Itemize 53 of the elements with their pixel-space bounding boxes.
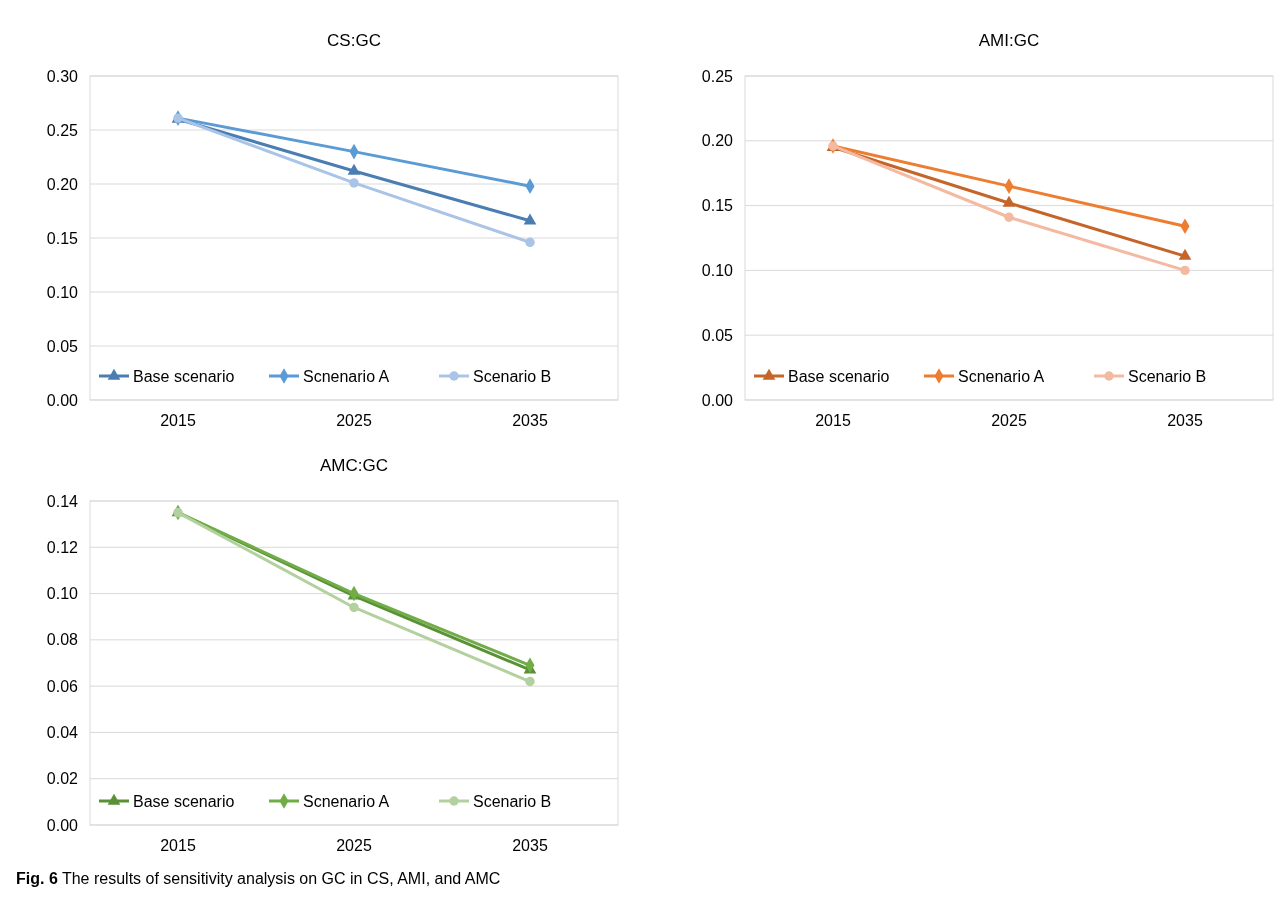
point <box>1180 265 1190 276</box>
y-tick-label: 0.14 <box>46 492 79 510</box>
point <box>1002 195 1016 207</box>
legend-label: Scenario B <box>1128 367 1207 385</box>
y-tick-label: 0.15 <box>46 229 79 247</box>
y-tick-label: 0.02 <box>46 770 79 788</box>
chart-title: AMC:GC <box>320 456 388 475</box>
y-tick-label: 0.00 <box>46 391 79 409</box>
point <box>349 178 359 188</box>
y-tick-label: 0.10 <box>46 585 79 603</box>
y-tick-label: 0.15 <box>701 197 734 215</box>
y-tick-label: 0.10 <box>46 283 79 301</box>
legend-label: Scnenario A <box>303 367 390 385</box>
y-tick-label: 0.00 <box>46 816 79 834</box>
x-tick-label: 2015 <box>160 412 196 429</box>
chart-title: CS:GC <box>327 31 381 50</box>
point <box>349 602 359 613</box>
legend-label: Base scenario <box>788 367 890 385</box>
y-tick-label: 0.30 <box>46 67 79 85</box>
y-tick-label: 0.25 <box>46 121 79 139</box>
x-tick-label: 2025 <box>991 412 1027 429</box>
point <box>347 163 361 175</box>
y-tick-label: 0.10 <box>701 262 734 279</box>
point <box>1178 248 1192 260</box>
point <box>525 676 535 687</box>
legend-label: Base scenario <box>133 367 235 385</box>
y-tick-label: 0.05 <box>701 326 734 344</box>
point <box>523 213 537 225</box>
y-tick-label: 0.04 <box>46 724 79 742</box>
y-tick-label: 0.20 <box>701 132 734 150</box>
chart-title: AMI:GC <box>978 31 1040 50</box>
legend-label: Scnenario A <box>958 367 1045 385</box>
y-tick-label: 0.00 <box>701 391 734 409</box>
y-tick-label: 0.25 <box>701 67 734 85</box>
y-tick-label: 0.08 <box>46 631 79 649</box>
x-tick-label: 2025 <box>336 412 372 429</box>
y-tick-label: 0.20 <box>46 175 79 193</box>
x-tick-label: 2035 <box>1167 412 1203 429</box>
x-tick-label: 2015 <box>815 412 851 429</box>
y-tick-label: 0.12 <box>46 538 79 556</box>
y-tick-label: 0.06 <box>46 677 79 695</box>
caption: Fig. 6 The results of sensitivity analysis on GC in CS, AMI, and AMC <box>16 870 501 887</box>
legend-label: Scnenario A <box>303 792 390 810</box>
point <box>525 237 535 248</box>
legend-label: Scenario B <box>473 367 552 385</box>
x-tick-label: 2025 <box>336 837 372 854</box>
x-tick-label: 2035 <box>512 412 548 429</box>
x-tick-label: 2035 <box>512 837 548 854</box>
point <box>1004 212 1014 222</box>
y-tick-label: 0.05 <box>46 337 79 355</box>
x-tick-label: 2015 <box>160 837 196 854</box>
legend-label: Scenario B <box>473 792 552 810</box>
legend-label: Base scenario <box>133 792 235 810</box>
